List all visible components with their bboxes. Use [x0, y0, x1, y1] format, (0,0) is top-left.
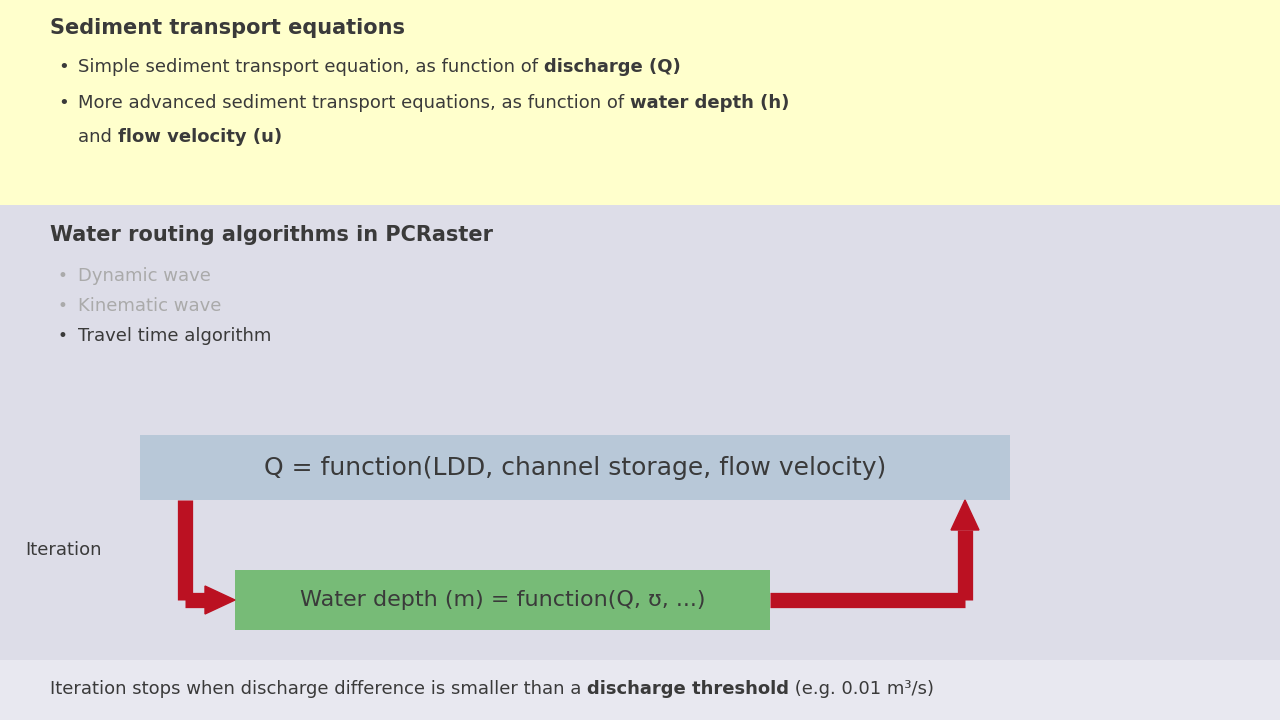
Text: Water routing algorithms in PCRaster: Water routing algorithms in PCRaster [50, 225, 493, 245]
Text: •: • [58, 327, 68, 345]
Text: (e.g. 0.01 m³/s): (e.g. 0.01 m³/s) [790, 680, 934, 698]
Text: •: • [58, 267, 68, 285]
Text: More advanced sediment transport equations, as function of: More advanced sediment transport equatio… [78, 94, 630, 112]
Text: water depth (h): water depth (h) [630, 94, 790, 112]
Text: Dynamic wave: Dynamic wave [78, 267, 211, 285]
Text: and: and [78, 128, 118, 146]
Text: discharge (Q): discharge (Q) [544, 58, 681, 76]
Text: Travel time algorithm: Travel time algorithm [78, 327, 271, 345]
Text: Kinematic wave: Kinematic wave [78, 297, 221, 315]
Bar [236, 570, 771, 630]
Text: Water depth (m) = function(Q, ʊ, ...): Water depth (m) = function(Q, ʊ, ...) [300, 590, 705, 610]
Text: Simple sediment transport equation, as function of: Simple sediment transport equation, as f… [78, 58, 544, 76]
Text: •: • [58, 94, 69, 112]
Bar [0, 660, 1280, 720]
Text: Q = function(LDD, channel storage, flow velocity): Q = function(LDD, channel storage, flow … [264, 456, 886, 480]
Text: Iteration stops when discharge difference is smaller than a: Iteration stops when discharge differenc… [50, 680, 588, 698]
Text: •: • [58, 297, 68, 315]
Text: discharge threshold: discharge threshold [588, 680, 790, 698]
Polygon shape [951, 500, 979, 530]
Bar [0, 205, 1280, 720]
Text: Iteration: Iteration [26, 541, 101, 559]
Text: flow velocity (u): flow velocity (u) [118, 128, 282, 146]
Polygon shape [205, 586, 236, 614]
Text: Sediment transport equations: Sediment transport equations [50, 18, 404, 38]
Bar [0, 0, 1280, 205]
Text: •: • [58, 58, 69, 76]
Bar [140, 435, 1010, 500]
